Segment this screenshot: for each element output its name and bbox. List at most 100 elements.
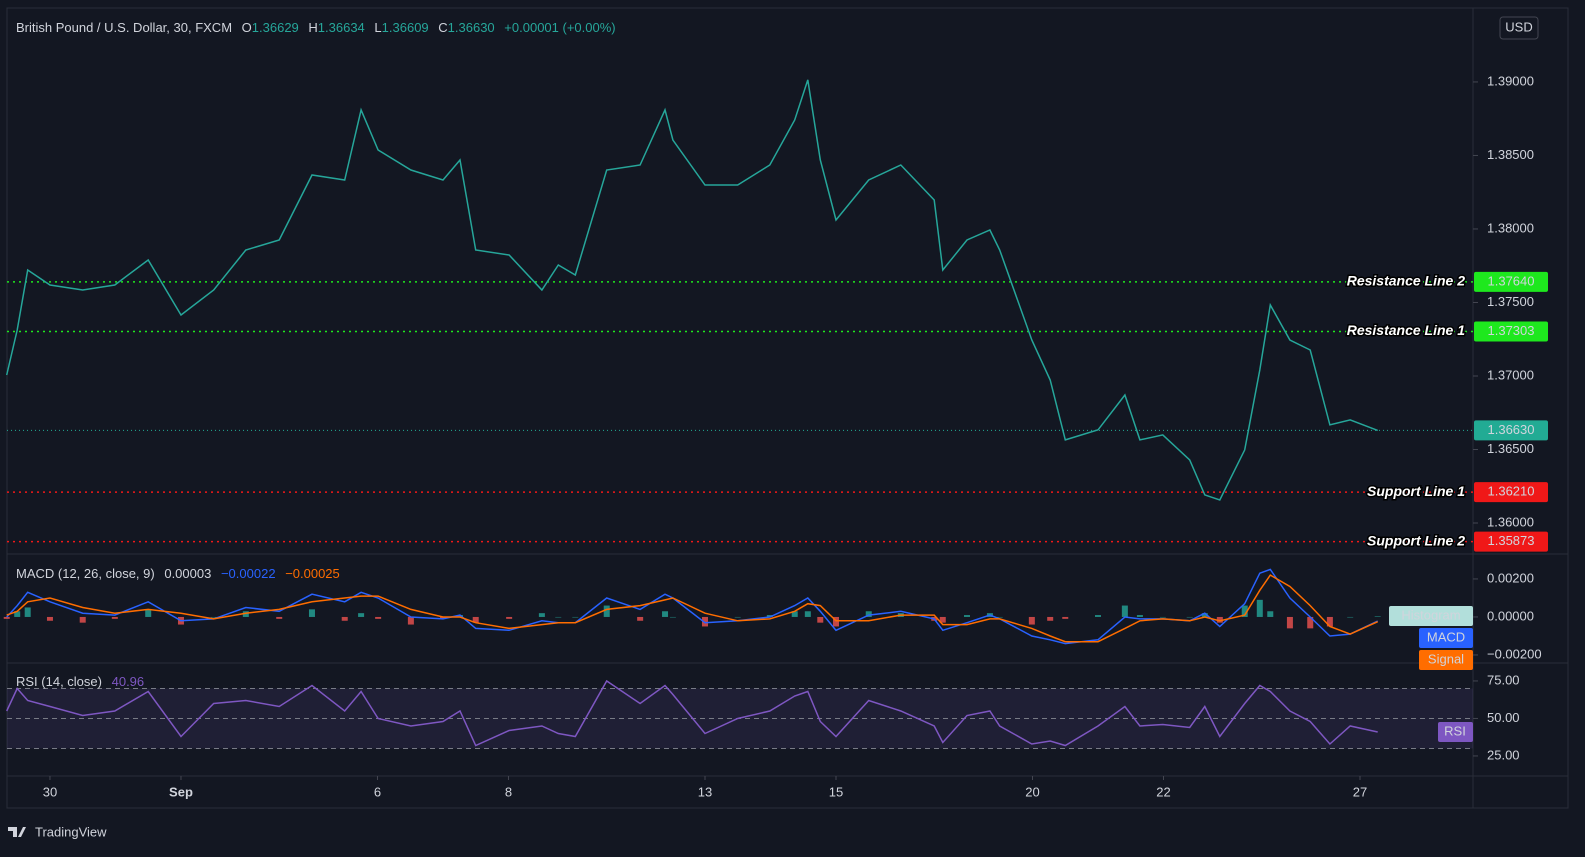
histogram-bar xyxy=(24,607,31,617)
x-tick-label: 20 xyxy=(1025,784,1039,799)
plot-layer: 30 Sep 6 8 13 15 20 22 27 1.36000 1.36500 1.37000 1.… xyxy=(3,73,1548,799)
macd-current: −0.00022 xyxy=(221,566,276,581)
level-label: Resistance Line 1 xyxy=(1347,322,1465,338)
level-value: 1.37303 xyxy=(1488,323,1535,338)
level-box xyxy=(1474,482,1548,503)
legend-label: MACD xyxy=(1427,629,1465,644)
histogram-bar xyxy=(538,613,545,617)
y-tick-label: 1.37000 xyxy=(1487,367,1534,382)
histogram-bar xyxy=(1256,599,1263,617)
histogram-bar xyxy=(308,609,315,617)
brand-logo xyxy=(8,827,26,837)
y-tick-label: 1.37500 xyxy=(1487,294,1534,309)
histogram-bar xyxy=(1267,611,1274,617)
histogram-bar xyxy=(1095,615,1102,617)
histogram-bar xyxy=(701,616,708,627)
histogram-bar xyxy=(1121,605,1128,617)
series-line xyxy=(5,79,1378,501)
histogram-bar xyxy=(865,611,872,617)
price-change: +0.00001 (+0.00%) xyxy=(504,20,615,35)
histogram-bar xyxy=(439,616,446,619)
y-tick-label: 1.38000 xyxy=(1487,220,1534,235)
x-tick-label: Sep xyxy=(169,784,193,799)
histogram-bar xyxy=(637,616,644,621)
legend-box xyxy=(1419,650,1473,670)
histogram-bar xyxy=(1216,616,1223,623)
histogram-bar xyxy=(1286,616,1293,629)
symbol-header: British Pound / U.S. Dollar, 30, FXCM O 1… xyxy=(16,20,616,35)
histogram-bar xyxy=(375,616,382,619)
ohlc-name: C xyxy=(438,20,447,35)
y-tick-label: 1.36000 xyxy=(1487,514,1534,529)
histogram-bar xyxy=(804,611,811,617)
ohlc-value: 1.36634 xyxy=(318,20,365,35)
histogram-bar xyxy=(766,615,773,617)
histogram-bar xyxy=(111,616,118,619)
y-tick-label: 50.00 xyxy=(1487,710,1520,725)
y-tick-label: 1.38500 xyxy=(1487,147,1534,162)
histogram-bar xyxy=(791,611,798,617)
brand: TradingView xyxy=(8,824,107,839)
y-tick-label: 1.36500 xyxy=(1487,441,1534,456)
x-tick-label: 13 xyxy=(698,784,712,799)
brand-name: TradingView xyxy=(35,824,107,839)
x-tick-label: 6 xyxy=(374,784,381,799)
histogram-bar xyxy=(734,616,741,618)
legend-label: Signal xyxy=(1428,651,1464,666)
histogram-bar xyxy=(472,616,479,623)
y-tick-label: −0.00200 xyxy=(1487,646,1542,661)
histogram-bar xyxy=(506,616,513,619)
legend-label: Histogram xyxy=(1401,607,1460,622)
x-tick-label: 27 xyxy=(1353,784,1367,799)
currency: USD xyxy=(1505,19,1532,34)
legend-box xyxy=(1389,606,1473,626)
level-value: 1.37640 xyxy=(1488,273,1535,288)
symbol-title: British Pound / U.S. Dollar, 30, FXCM xyxy=(16,20,232,35)
histogram-bar xyxy=(46,616,53,621)
histogram-bar xyxy=(210,616,217,618)
histogram-current: 0.00003 xyxy=(164,566,211,581)
histogram-bar xyxy=(669,616,676,618)
histogram-bar xyxy=(358,613,365,617)
level-label: Resistance Line 2 xyxy=(1347,273,1465,289)
histogram-bar xyxy=(939,616,946,623)
x-tick-label: 8 xyxy=(505,784,512,799)
histogram-bar xyxy=(572,616,579,618)
level-label: Support Line 2 xyxy=(1367,532,1465,548)
histogram-bar xyxy=(832,616,839,627)
histogram-bar xyxy=(3,616,10,619)
level-value: 1.35873 xyxy=(1488,533,1535,548)
histogram-bar xyxy=(145,609,152,617)
y-tick-label: 0.00000 xyxy=(1487,608,1534,623)
currency-box xyxy=(1499,16,1539,40)
histogram-bar xyxy=(555,616,562,618)
ohlc-name: O xyxy=(242,20,252,35)
rsi-header: RSI (14, close) 40.96 xyxy=(16,674,144,689)
x-tick-label: 30 xyxy=(43,784,57,799)
legend-box xyxy=(1419,628,1473,648)
histogram-bar xyxy=(341,616,348,621)
ohlc-name: H xyxy=(308,20,317,35)
y-tick-label: 25.00 xyxy=(1487,747,1520,762)
histogram-bar xyxy=(1047,616,1054,621)
x-tick-label: 15 xyxy=(829,784,843,799)
level-box xyxy=(1474,321,1548,342)
histogram-bar xyxy=(1201,613,1208,617)
level-value: 1.36210 xyxy=(1488,484,1535,499)
histogram-bar xyxy=(407,616,414,625)
y-tick-label: 0.00200 xyxy=(1487,570,1534,585)
histogram-bar xyxy=(963,615,970,617)
histogram-bar xyxy=(1326,616,1333,627)
histogram-bar xyxy=(242,611,249,617)
ohlc-value: 1.36630 xyxy=(448,20,495,35)
histogram-bar xyxy=(662,611,669,617)
x-tick-label: 22 xyxy=(1156,784,1170,799)
y-tick-label: 1.39000 xyxy=(1487,73,1534,88)
frame xyxy=(6,7,1569,809)
histogram-bar xyxy=(1307,616,1314,629)
series-line xyxy=(6,574,1379,643)
rsi-title: RSI (14, close) xyxy=(16,674,102,689)
histogram-bar xyxy=(603,605,610,617)
